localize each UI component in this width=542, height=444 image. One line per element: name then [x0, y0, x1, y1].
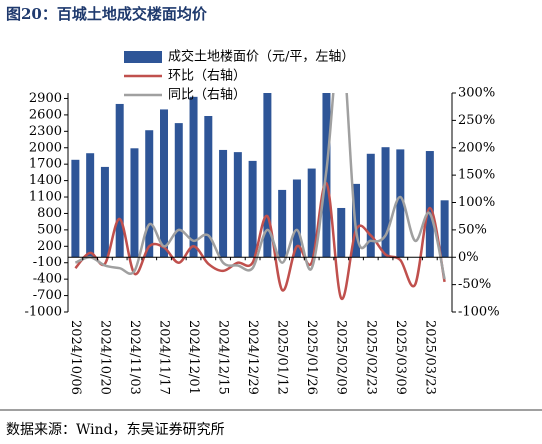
bar: [174, 123, 183, 258]
bar: [366, 153, 375, 258]
bar: [440, 200, 449, 258]
x-tick-label: 2024/12/01: [186, 320, 201, 395]
y-tick-label: 2300: [29, 124, 62, 139]
y-tick-label: 2000: [29, 140, 62, 155]
bar: [425, 151, 434, 258]
y2-tick-label: 150%: [458, 168, 495, 183]
y2-tick-label: -50%: [458, 277, 491, 292]
bar: [219, 149, 228, 258]
line: [74, 93, 446, 280]
x-tick-label: 2025/01/12: [275, 320, 290, 395]
x-tick-label: 2024/12/29: [245, 320, 260, 395]
bar: [248, 160, 257, 258]
bar: [189, 96, 198, 258]
y-tick-label: 1700: [29, 157, 62, 172]
y-tick-label: 200: [37, 239, 62, 254]
y-tick-label: -100: [33, 255, 62, 270]
y2-tick-label: 100%: [458, 195, 495, 210]
y-tick-label: -1000: [25, 305, 62, 320]
source: 数据来源：Wind，东吴证券研究所: [6, 422, 225, 438]
y2-tick-label: 300%: [458, 86, 495, 101]
legend-label: 环比（右轴）: [168, 69, 246, 84]
y2-tick-label: 0%: [458, 250, 479, 265]
y-tick-label: 500: [37, 222, 62, 237]
y-tick-label: 1100: [29, 190, 62, 205]
bar: [292, 179, 301, 258]
plot-area: [71, 93, 449, 300]
x-tick-label: 2025/03/09: [393, 320, 408, 395]
bar: [86, 153, 95, 258]
y-tick-label: -400: [33, 272, 62, 287]
y2-tick-label: -100%: [458, 305, 500, 320]
y-tick-label: 2600: [29, 107, 62, 122]
bar: [160, 109, 168, 258]
y2-tick-label: 200%: [458, 140, 495, 155]
chart-title: 图20：百城土地成交楼面均价: [6, 5, 208, 23]
y-tick-label: 1400: [29, 173, 62, 188]
bar: [145, 130, 154, 258]
bar: [233, 152, 242, 258]
y2-tick-label: 50%: [458, 222, 487, 237]
x-tick-label: 2024/12/15: [216, 320, 231, 395]
x-tick-label: 2025/02/23: [363, 320, 378, 395]
bar: [71, 159, 80, 258]
bar: [100, 166, 109, 258]
x-tick-label: 2025/03/23: [422, 320, 437, 395]
bar: [263, 93, 272, 258]
y2-tick-label: 250%: [458, 113, 495, 128]
legend-swatch: [124, 51, 162, 63]
y-tick-label: 800: [37, 206, 62, 221]
x-tick-label: 2025/01/26: [304, 320, 319, 395]
x-tick-label: 2024/10/06: [68, 320, 83, 395]
bar: [115, 103, 124, 258]
y-tick-label: 2900: [29, 91, 62, 106]
bar: [307, 168, 316, 258]
bar: [381, 147, 390, 258]
bar: [396, 149, 405, 258]
x-tick-label: 2025/02/09: [334, 320, 349, 395]
legend-label: 同比（右轴）: [168, 88, 246, 103]
line: [74, 182, 446, 300]
legend-label: 成交土地楼面价（元/平，左轴）: [168, 49, 354, 65]
x-tick-label: 2024/10/20: [97, 320, 112, 395]
x-tick-label: 2024/11/03: [127, 320, 142, 395]
x-tick-label: 2024/11/17: [157, 320, 172, 395]
y-tick-label: -700: [33, 288, 62, 303]
bar: [337, 207, 346, 258]
bar: [278, 189, 287, 258]
bar: [204, 115, 213, 258]
bar: [130, 148, 139, 258]
